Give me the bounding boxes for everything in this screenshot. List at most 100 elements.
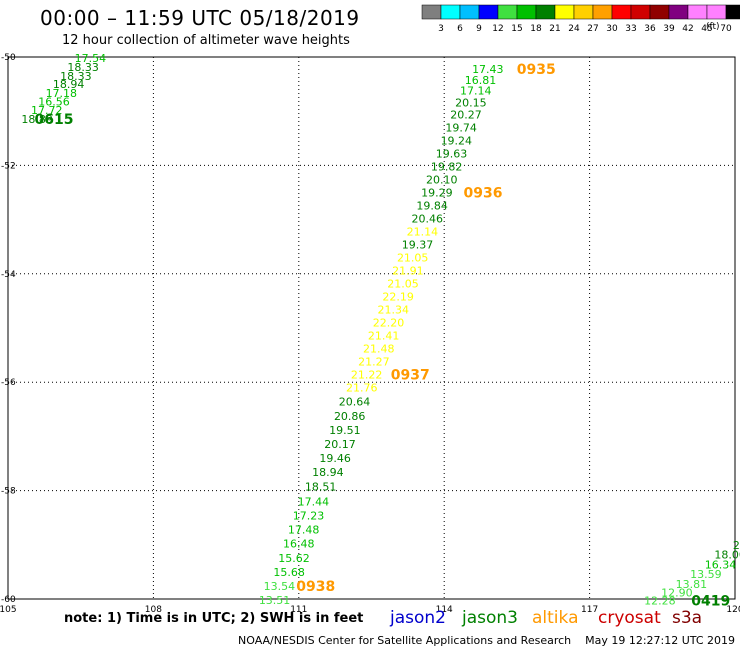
- wave-height-label: 15.62: [278, 552, 310, 565]
- wave-height-label: 19.46: [319, 452, 351, 465]
- x-tick-label: 117: [581, 605, 598, 615]
- wave-height-label: 17.43: [472, 63, 504, 76]
- color-scale-label: 6: [457, 24, 463, 34]
- wave-height-label: 20: [733, 539, 740, 552]
- wave-height-label: 13.54: [264, 580, 296, 593]
- wave-height-label: 16.56: [38, 95, 70, 108]
- wave-height-label: 20.27: [450, 108, 482, 121]
- color-scale-label: 24: [568, 24, 580, 34]
- color-scale-swatch: [459, 4, 480, 20]
- wave-height-label: 19.24: [441, 134, 473, 147]
- wave-height-label: 21.14: [407, 226, 439, 239]
- color-scale-label: 9: [476, 24, 482, 34]
- satellite-label-s3a: s3a: [672, 608, 703, 628]
- y-tick-label: -50: [1, 53, 16, 63]
- color-scale-swatch: [725, 4, 740, 20]
- footer-note: note: 1) Time is in UTC; 2) SWH is in fe…: [64, 611, 364, 626]
- color-scale-label: 18: [530, 24, 542, 34]
- y-tick-label: -52: [1, 161, 16, 171]
- wave-height-label: 21.34: [378, 304, 410, 317]
- y-tick-label: -58: [1, 487, 16, 497]
- pass-time-label: 0938: [296, 579, 335, 595]
- wave-height-label: 12.28: [644, 595, 676, 608]
- x-tick-label: 120: [726, 605, 740, 615]
- wave-height-label: 16.34: [705, 558, 737, 571]
- wave-height-label: 17.54: [75, 52, 107, 65]
- satellite-label-altika: altika: [532, 608, 579, 628]
- wave-height-label: 20.86: [334, 410, 366, 423]
- wave-height-label: 19.29: [421, 187, 453, 200]
- x-tick-label: 108: [145, 605, 162, 615]
- wave-height-label: 20.46: [411, 213, 443, 226]
- pass-time-label: 0419: [691, 594, 730, 610]
- wave-height-label: 21.05: [397, 252, 429, 265]
- color-scale-swatch: [668, 4, 689, 20]
- wave-height-label: 19.51: [329, 424, 361, 437]
- wave-height-label: 18.51: [305, 480, 337, 493]
- wave-height-label: 17.23: [293, 510, 325, 523]
- wave-height-label: 18.89: [21, 113, 53, 126]
- wave-height-label: 13.51: [259, 594, 291, 607]
- wave-height-label: 19.84: [416, 200, 448, 213]
- color-scale-swatch: [706, 4, 727, 20]
- chart-title: 00:00 – 11:59 UTC 05/18/2019: [40, 6, 360, 30]
- plot-frame: [7, 56, 736, 600]
- wave-height-label: 20.17: [324, 438, 356, 451]
- color-scale-label: 42: [682, 24, 693, 34]
- wave-height-label: 18.33: [67, 61, 99, 74]
- wave-height-label: 22.19: [382, 291, 414, 304]
- pass-time-label: 0937: [391, 368, 430, 384]
- wave-height-label: 13.59: [690, 568, 722, 581]
- wave-height-label: 18.33: [60, 70, 92, 83]
- color-scale-label: 3: [438, 24, 444, 34]
- wave-height-label: 19.63: [436, 147, 468, 160]
- color-scale-swatch: [478, 4, 499, 20]
- color-scale-label: 39: [663, 24, 675, 34]
- color-scale-swatch: [611, 4, 632, 20]
- wave-height-label: 18.94: [312, 466, 344, 479]
- color-scale-label: 12: [492, 24, 503, 34]
- wave-height-label: 17.18: [46, 87, 78, 100]
- color-scale-swatch: [573, 4, 594, 20]
- wave-height-label: 17.48: [288, 524, 320, 537]
- wave-height-label: 21.91: [392, 265, 424, 278]
- color-scale-label: 33: [625, 24, 636, 34]
- wave-height-label: 20.15: [455, 97, 487, 110]
- x-tick-label: 114: [436, 605, 453, 615]
- wave-height-label: 21.05: [387, 278, 419, 291]
- wave-height-label: 15.68: [273, 566, 305, 579]
- wave-height-label: 19.37: [402, 239, 434, 252]
- wave-height-label: 12.90: [661, 586, 693, 599]
- wave-height-label: 19.74: [445, 121, 477, 134]
- x-tick-label: 105: [0, 605, 17, 615]
- color-scale-label: 21: [549, 24, 560, 34]
- color-scale-unit: (ft): [706, 22, 720, 32]
- pass-time-label: 0935: [517, 62, 556, 78]
- color-scale-label: 70: [720, 24, 732, 34]
- wave-height-label: 21.48: [363, 343, 395, 356]
- y-tick-label: -54: [1, 270, 16, 280]
- color-scale-label: 36: [644, 24, 656, 34]
- color-scale-swatch: [535, 4, 556, 20]
- wave-height-label: 18.00: [714, 549, 740, 562]
- wave-height-label: 22.20: [373, 317, 405, 330]
- color-scale-label: 27: [587, 24, 598, 34]
- color-scale-swatch: [649, 4, 670, 20]
- y-tick-label: -60: [1, 595, 16, 605]
- wave-height-label: 16.81: [465, 74, 497, 87]
- wave-height-label: 20.10: [426, 173, 458, 186]
- pass-time-label: 0615: [35, 112, 74, 128]
- wave-height-label: 21.27: [358, 356, 390, 369]
- satellite-label-cryosat: cryosat: [598, 608, 661, 628]
- x-tick-label: 111: [290, 605, 307, 615]
- wave-height-label: 13.81: [676, 578, 708, 591]
- color-scale-label: 45: [701, 24, 712, 34]
- wave-height-label: 17.14: [460, 85, 492, 98]
- color-scale-swatch: [497, 4, 518, 20]
- color-scale-swatch: [440, 4, 461, 20]
- wave-height-label: 16.48: [283, 538, 315, 551]
- color-scale-swatch: [421, 4, 442, 20]
- wave-height-label: 21.41: [368, 330, 400, 343]
- chart-subtitle: 12 hour collection of altimeter wave hei…: [62, 33, 350, 48]
